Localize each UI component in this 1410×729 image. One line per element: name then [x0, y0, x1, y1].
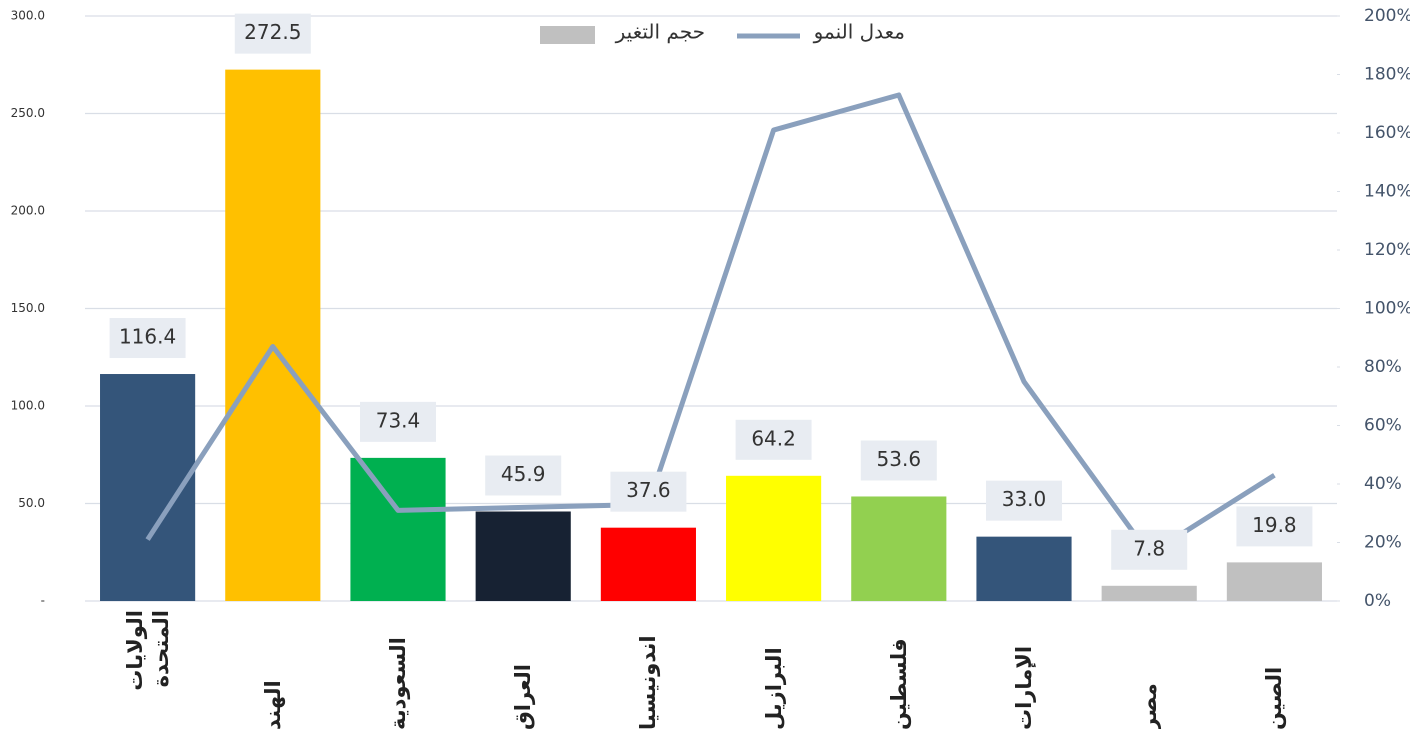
y2-tick-label: 0% [1364, 591, 1391, 611]
y2-tick-label: 40% [1364, 474, 1402, 494]
data-label-box [986, 480, 1062, 521]
x-tick-label: الهند [260, 680, 285, 729]
data-label-box [234, 13, 311, 54]
y2-tick-label: 60% [1364, 416, 1402, 436]
y2-tick-label: 200% [1364, 6, 1410, 26]
legend-label: معدل النمو [813, 20, 905, 44]
y-tick-label: 300.0 [11, 9, 45, 23]
y2-tick-label: 140% [1364, 182, 1410, 202]
x-tick-label: الصين [1262, 666, 1287, 729]
y2-tick-label: 120% [1364, 240, 1410, 260]
growth-line [145, 92, 1276, 557]
data-label-box [485, 455, 562, 496]
bar [976, 536, 1072, 601]
y2-tick-label: 160% [1364, 123, 1410, 143]
data-label-box [360, 401, 436, 442]
bar [1226, 562, 1322, 601]
y-tick-label: 250.0 [11, 106, 45, 120]
y2-tick-label: 180% [1364, 65, 1410, 85]
data-label-box [109, 318, 186, 359]
data-label: 37.6 [626, 478, 671, 502]
x-tick-label: مصر [1137, 683, 1162, 729]
bar [726, 475, 822, 601]
y-tick-label: 50.0 [18, 496, 45, 510]
y-tick-label: 150.0 [11, 301, 45, 315]
x-tick-label: السعودية [386, 637, 410, 729]
data-label: 272.5 [244, 20, 301, 44]
data-label: 73.4 [376, 408, 421, 432]
y2-tick-label: 100% [1364, 299, 1410, 319]
y-tick-label: 100.0 [11, 399, 45, 413]
legend-swatch [540, 26, 595, 44]
x-tick-label: العراق [511, 664, 536, 729]
legend-label: حجم التغير [615, 20, 705, 44]
data-label: 33.0 [1002, 487, 1047, 511]
data-label: 116.4 [119, 325, 176, 349]
data-label-box [610, 471, 687, 512]
bar [1101, 585, 1197, 601]
data-label-box [860, 440, 937, 481]
x-tick-label: الولايات المتحدة [122, 610, 173, 691]
y-tick-label: - [41, 594, 45, 608]
data-label: 19.8 [1252, 513, 1297, 537]
data-label-box [735, 419, 812, 460]
data-label: 45.9 [501, 462, 546, 486]
y2-tick-label: 80% [1364, 357, 1402, 377]
x-tick-label: فلسطين [886, 638, 911, 729]
x-tick-label: الإمارات [1012, 645, 1036, 729]
data-label-box [1236, 506, 1313, 547]
bar [851, 496, 947, 601]
y-tick-label: 200.0 [11, 204, 45, 218]
y2-tick-label: 20% [1364, 533, 1402, 553]
bar [600, 527, 696, 601]
bar [475, 511, 571, 601]
bar [350, 457, 446, 601]
data-label: 64.2 [751, 426, 796, 450]
data-label: 53.6 [877, 447, 922, 471]
x-tick-label: البرازيل [761, 647, 786, 729]
data-label-box [1111, 529, 1188, 570]
data-label: 7.8 [1133, 536, 1165, 560]
bar [225, 69, 321, 601]
x-tick-label: اندونيسيا [636, 635, 661, 729]
